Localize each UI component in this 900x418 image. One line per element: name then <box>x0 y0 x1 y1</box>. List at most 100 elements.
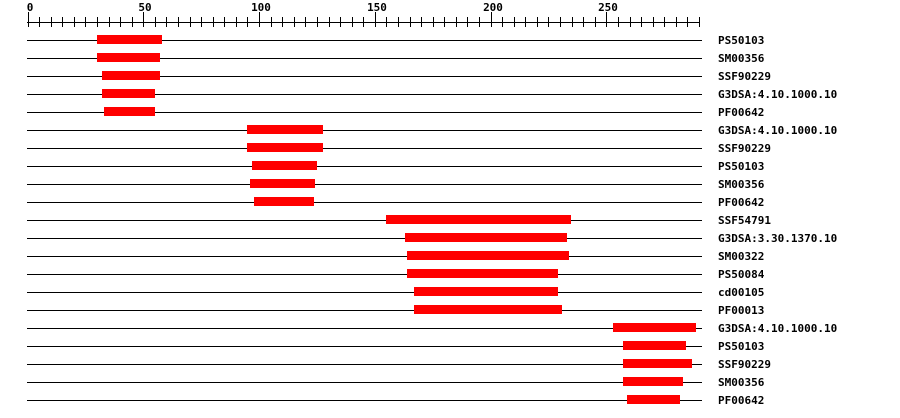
ruler-tick <box>641 17 642 27</box>
ruler-tick <box>236 17 237 27</box>
ruler-tick <box>572 17 573 27</box>
domain-bar <box>104 107 155 116</box>
track-label: SSF90229 <box>718 358 771 371</box>
ruler-tick-label: 0 <box>26 1 34 14</box>
domain-bar <box>386 215 571 224</box>
track-line <box>27 274 702 275</box>
ruler-tick <box>606 12 607 27</box>
ruler-tick-label: 250 <box>598 1 618 14</box>
track-line <box>27 256 702 257</box>
ruler-tick <box>51 17 52 27</box>
domain-bar <box>613 323 696 332</box>
domain-bar <box>627 395 680 404</box>
ruler-tick-label: 100 <box>251 1 271 14</box>
domain-bar <box>97 35 162 44</box>
track-line <box>27 328 702 329</box>
ruler-tick <box>85 17 86 27</box>
ruler-tick <box>363 17 364 27</box>
track-label: cd00105 <box>718 286 765 299</box>
track-label: G3DSA:4.10.1000.10 <box>718 88 838 101</box>
ruler-tick <box>271 17 272 27</box>
ruler-tick <box>456 17 457 27</box>
domain-bar <box>250 179 315 188</box>
track-label: PF00642 <box>718 196 765 209</box>
domain-bar <box>414 287 558 296</box>
ruler-tick <box>467 17 468 27</box>
track-label: G3DSA:4.10.1000.10 <box>718 124 838 137</box>
ruler-tick <box>201 17 202 27</box>
ruler-tick <box>479 17 480 27</box>
ruler-tick <box>618 17 619 27</box>
ruler-tick <box>166 17 167 27</box>
track-label: G3DSA:4.10.1000.10 <box>718 322 838 335</box>
ruler-tick <box>502 17 503 27</box>
ruler-tick <box>132 17 133 27</box>
track-label: SM00322 <box>718 250 765 263</box>
domain-bar <box>405 233 567 242</box>
ruler-tick <box>317 17 318 27</box>
ruler-tick <box>352 17 353 27</box>
ruler-tick-label: 200 <box>483 1 503 14</box>
ruler-tick <box>224 17 225 27</box>
track-line <box>27 40 702 41</box>
ruler-tick <box>514 17 515 27</box>
domain-bar <box>247 143 323 152</box>
track-line <box>27 310 702 311</box>
track-line <box>27 364 702 365</box>
ruler-tick <box>560 17 561 27</box>
track-line <box>27 94 702 95</box>
ruler-tick <box>340 17 341 27</box>
ruler-tick <box>74 17 75 27</box>
domain-bar <box>407 269 558 278</box>
track-line <box>27 292 702 293</box>
domain-bar <box>102 71 160 80</box>
ruler-tick <box>398 17 399 27</box>
track-label: G3DSA:3.30.1370.10 <box>718 232 838 245</box>
domain-bar <box>252 161 317 170</box>
ruler-tick <box>699 17 700 27</box>
track-line <box>27 76 702 77</box>
ruler-tick <box>329 17 330 27</box>
track-label: PS50103 <box>718 340 765 353</box>
ruler-tick <box>687 17 688 27</box>
ruler-tick <box>190 17 191 27</box>
ruler-tick <box>410 17 411 27</box>
track-line <box>27 112 702 113</box>
track-label: SM00356 <box>718 178 765 191</box>
ruler-tick <box>444 17 445 27</box>
domain-bar <box>97 53 160 62</box>
track-line <box>27 166 702 167</box>
track-label: PS50103 <box>718 34 765 47</box>
track-line <box>27 220 702 221</box>
track-label: PF00642 <box>718 394 765 407</box>
track-label: SM00356 <box>718 376 765 389</box>
ruler-tick <box>491 12 492 27</box>
track-line <box>27 184 702 185</box>
track-label: PF00642 <box>718 106 765 119</box>
domain-bar <box>247 125 323 134</box>
track-line <box>27 346 702 347</box>
ruler-tick <box>143 12 144 27</box>
track-line <box>27 400 702 401</box>
track-label: PS50103 <box>718 160 765 173</box>
ruler-tick <box>39 17 40 27</box>
ruler-tick <box>653 17 654 27</box>
track-label: SSF90229 <box>718 142 771 155</box>
track-label: PF00013 <box>718 304 765 317</box>
domain-bar <box>414 305 562 314</box>
track-label: SM00356 <box>718 52 765 65</box>
track-label: SSF90229 <box>718 70 771 83</box>
ruler-tick <box>155 17 156 27</box>
track-line <box>27 238 702 239</box>
track-line <box>27 130 702 131</box>
ruler-tick <box>28 12 29 27</box>
domain-bar <box>407 251 569 260</box>
track-label: SSF54791 <box>718 214 771 227</box>
track-label: PS50084 <box>718 268 765 281</box>
ruler-tick <box>676 17 677 27</box>
ruler-tick-label: 150 <box>367 1 387 14</box>
ruler-tick <box>537 17 538 27</box>
ruler-tick <box>433 17 434 27</box>
ruler-tick <box>97 17 98 27</box>
domain-bar <box>254 197 314 206</box>
